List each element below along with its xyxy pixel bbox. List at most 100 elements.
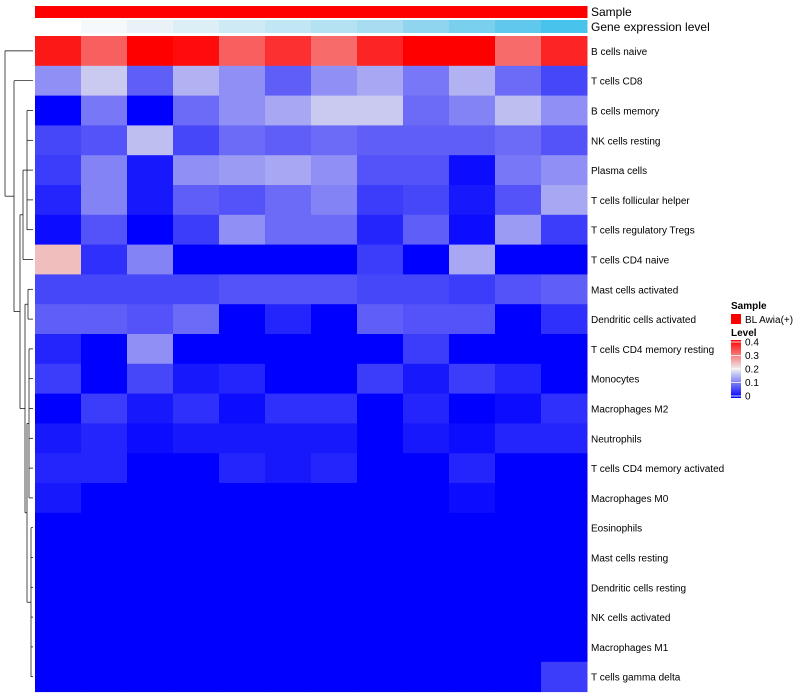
heatmap-cell xyxy=(311,185,358,216)
heatmap-cell xyxy=(265,274,312,305)
annotation-cell xyxy=(35,6,82,18)
heatmap-cell xyxy=(219,632,266,663)
heatmap-cell xyxy=(173,602,220,633)
annotation-cell xyxy=(219,6,266,18)
heatmap-cell xyxy=(403,155,450,186)
heatmap-cell xyxy=(35,632,82,663)
heatmap-cell xyxy=(219,185,266,216)
heatmap-cell xyxy=(357,602,404,633)
heatmap-cell xyxy=(127,155,174,186)
heatmap-cell xyxy=(357,95,404,126)
heatmap-cell xyxy=(127,65,174,97)
annotation-cell xyxy=(81,6,128,18)
heatmap-cell xyxy=(35,393,82,424)
heatmap-cell xyxy=(173,125,220,156)
heatmap-cell xyxy=(541,512,588,544)
legend-tick-label: 0.2 xyxy=(745,365,759,376)
heatmap-cell xyxy=(357,393,404,424)
row-label: Macrophages M1 xyxy=(591,643,669,654)
row-label: Macrophages M0 xyxy=(591,494,669,505)
heatmap-cell xyxy=(311,36,358,67)
heatmap-cell xyxy=(173,483,220,514)
heatmap-cell xyxy=(357,423,404,454)
heatmap-cell xyxy=(81,185,128,216)
row-label: T cells regulatory Tregs xyxy=(591,226,695,237)
heatmap-cell xyxy=(81,632,128,663)
heatmap-cell xyxy=(173,453,220,484)
heatmap-cell xyxy=(219,36,266,67)
heatmap-cell xyxy=(173,661,220,693)
heatmap-cell xyxy=(81,423,128,454)
heatmap-cell xyxy=(403,542,450,573)
heatmap-cell xyxy=(35,185,82,216)
annotation-cell xyxy=(127,6,174,18)
heatmap-cell xyxy=(311,542,358,573)
heatmap-cell xyxy=(265,334,312,365)
heatmap-cell xyxy=(81,572,128,603)
heatmap-cell xyxy=(495,453,542,484)
heatmap-cell xyxy=(541,483,588,514)
row-label: T cells CD4 memory activated xyxy=(591,464,724,475)
heatmap-cell xyxy=(403,393,450,424)
heatmap-cell xyxy=(357,632,404,663)
heatmap-cell xyxy=(127,661,174,693)
heatmap-cell xyxy=(81,483,128,514)
heatmap-cell xyxy=(127,214,174,246)
heatmap-cell xyxy=(541,36,588,67)
heatmap-cell xyxy=(357,274,404,305)
heatmap-cell xyxy=(403,125,450,156)
annotation-label: Gene expression level xyxy=(591,20,710,34)
heatmap-cell xyxy=(403,512,450,544)
heatmap-cell xyxy=(311,125,358,156)
heatmap-cell xyxy=(357,65,404,97)
heatmap-cell xyxy=(449,661,496,693)
heatmap-cell xyxy=(311,423,358,454)
heatmap-cell xyxy=(311,214,358,246)
heatmap-cell xyxy=(541,95,588,126)
annotation-cell xyxy=(541,6,588,18)
heatmap-cell xyxy=(265,423,312,454)
heatmap-cell xyxy=(127,483,174,514)
heatmap-cell xyxy=(265,393,312,424)
heatmap-cell xyxy=(541,363,588,395)
heatmap-cell xyxy=(219,244,266,275)
heatmap-cell xyxy=(541,661,588,693)
heatmap-cell xyxy=(541,185,588,216)
heatmap-cell xyxy=(219,512,266,544)
heatmap-cell xyxy=(81,363,128,395)
heatmap-cell xyxy=(449,185,496,216)
legend-sample-swatch xyxy=(731,314,741,324)
heatmap-cell xyxy=(265,661,312,693)
heatmap-cell xyxy=(495,572,542,603)
heatmap-cell xyxy=(219,423,266,454)
heatmap-cell xyxy=(35,453,82,484)
heatmap-cell xyxy=(265,65,312,97)
heatmap-cell xyxy=(495,125,542,156)
heatmap-cell xyxy=(449,572,496,603)
heatmap-cell xyxy=(541,304,588,335)
heatmap-cell xyxy=(265,602,312,633)
heatmap-cell xyxy=(219,393,266,424)
heatmap-cell xyxy=(311,632,358,663)
row-label: Dendritic cells resting xyxy=(591,583,686,594)
heatmap-cell xyxy=(311,244,358,275)
heatmap-cell xyxy=(449,393,496,424)
heatmap-cell xyxy=(265,95,312,126)
heatmap-cell xyxy=(127,125,174,156)
heatmap-cell xyxy=(449,363,496,395)
heatmap-cell xyxy=(265,185,312,216)
row-label: T cells gamma delta xyxy=(591,673,681,684)
heatmap-cell xyxy=(495,661,542,693)
heatmap-cell xyxy=(265,363,312,395)
heatmap-cells xyxy=(35,36,588,693)
heatmap-cell xyxy=(127,393,174,424)
heatmap-cell xyxy=(81,125,128,156)
heatmap-cell xyxy=(495,155,542,186)
heatmap-cell xyxy=(403,36,450,67)
row-label: Mast cells resting xyxy=(591,554,668,565)
row-label: NK cells activated xyxy=(591,613,670,624)
heatmap-cell xyxy=(449,125,496,156)
heatmap-cell xyxy=(403,453,450,484)
heatmap-cell xyxy=(449,36,496,67)
